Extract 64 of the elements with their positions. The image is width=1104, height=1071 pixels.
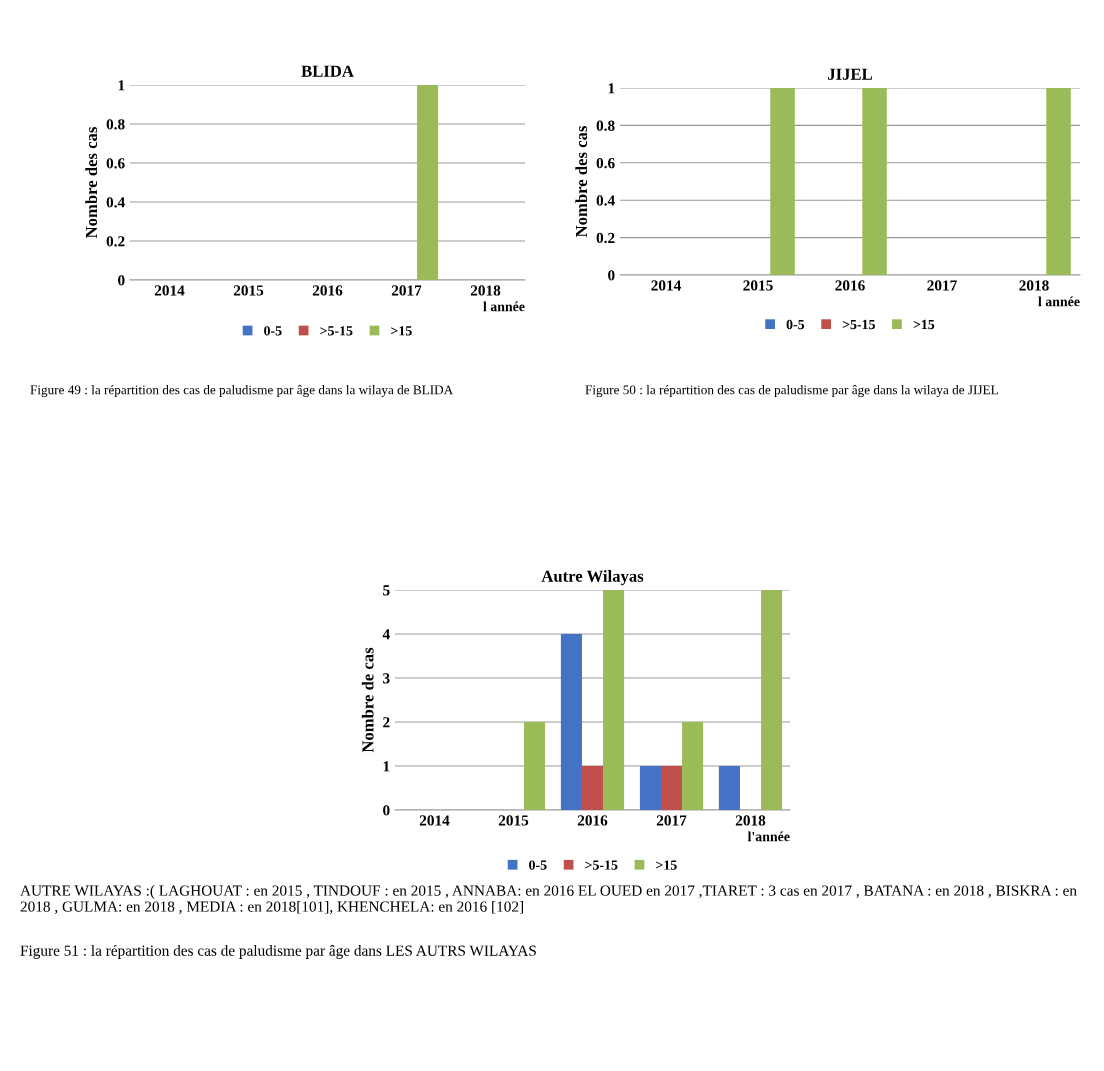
bar [761,590,783,810]
y-tick-label: 0.8 [106,119,125,130]
x-tick-label: 2014 [651,280,681,291]
x-tick-label: 2018 [735,815,766,826]
legend-label: >15 [391,326,412,336]
x-tick-label: 2015 [743,280,773,291]
bar [603,590,625,810]
x-tick-label: 2017 [927,280,957,291]
y-tick-label: 0.2 [106,236,125,247]
chart-title: BLIDA [301,65,354,77]
x-tick-label: 2014 [419,815,450,826]
y-tick-label: 0.6 [596,157,615,169]
bar [660,766,683,810]
x-axis-title: l année [1038,296,1080,307]
bar [560,634,582,810]
bar [718,766,740,810]
caption: Figure 51 : la répartition des cas de paludisme par âge dans LES AUTRS WILAYAS [20,945,536,959]
y-tick-label: 0 [608,270,615,281]
x-tick-label: 2014 [154,285,185,296]
caption: Figure 50 : la répartition des cas de paludisme par âge dans la wilaya de JIJEL [585,385,998,398]
x-tick-label: 2017 [656,815,687,826]
y-tick-label: 0 [118,275,125,286]
x-tick-label: 2016 [577,815,608,826]
y-tick-label: 4 [382,629,390,640]
bar [682,722,704,810]
legend-label: >15 [913,319,935,330]
legend-label: 0-5 [529,860,547,870]
y-tick-label: 0 [383,805,390,816]
y-tick-label: 3 [383,673,390,684]
y-tick-label: 1 [118,80,125,91]
x-tick-label: 2018 [1019,280,1049,291]
x-tick-label: 2016 [835,280,865,291]
y-axis-title: Nombre de cas [361,647,374,753]
y-axis-title: Nombre des cas [85,127,98,239]
y-tick-label: 0.6 [106,158,125,169]
x-axis-title: l'année [747,831,790,842]
bar [639,766,661,810]
bar [581,766,604,810]
y-tick-label: 0.8 [596,120,615,131]
legend-label: 0-5 [786,319,805,330]
y-tick-label: 1 [608,83,615,94]
legend-label: >5-15 [842,319,875,330]
legend-label: >5-15 [585,860,618,870]
y-tick-label: 0.2 [596,232,615,244]
y-tick-label: 0.4 [106,197,125,208]
y-tick-label: 5 [383,585,390,596]
x-tick-label: 2017 [391,285,422,296]
y-tick-label: 0.4 [596,195,615,206]
x-axis-title: l année [483,301,525,312]
legend-label: 0-5 [264,326,282,336]
text: AUTRE WILAYAS :( LAGHOUAT : en 2015 , TINDOUF : en 2015 , ANNABA: en 2016 EL OUED en 2017 ,TIARET : 3 cas en 2017 , BATANA : en 2018 , BISKRA : en 2018 , GULMA: en 2018 , MEDIA : en 2018[101], KHENCHELA: en 2016 [102] [20,885,1077,914]
legend-label: >15 [656,860,677,870]
x-tick-label: 2016 [312,285,343,296]
bar [524,722,546,810]
legend-label: >5-15 [320,326,353,336]
chart-title: Autre Wilayas [541,570,644,586]
x-tick-label: 2015 [233,285,264,296]
y-axis-title: Nombre des cas [575,126,588,238]
chart-title: JIJEL [828,68,872,80]
caption: Figure 49 : la répartition des cas de paludisme par âge dans la wilaya de BLIDA [30,385,454,398]
x-tick-label: 2018 [470,285,501,296]
y-tick-label: 2 [383,717,390,728]
x-tick-label: 2015 [498,815,529,826]
y-tick-label: 1 [383,761,390,772]
